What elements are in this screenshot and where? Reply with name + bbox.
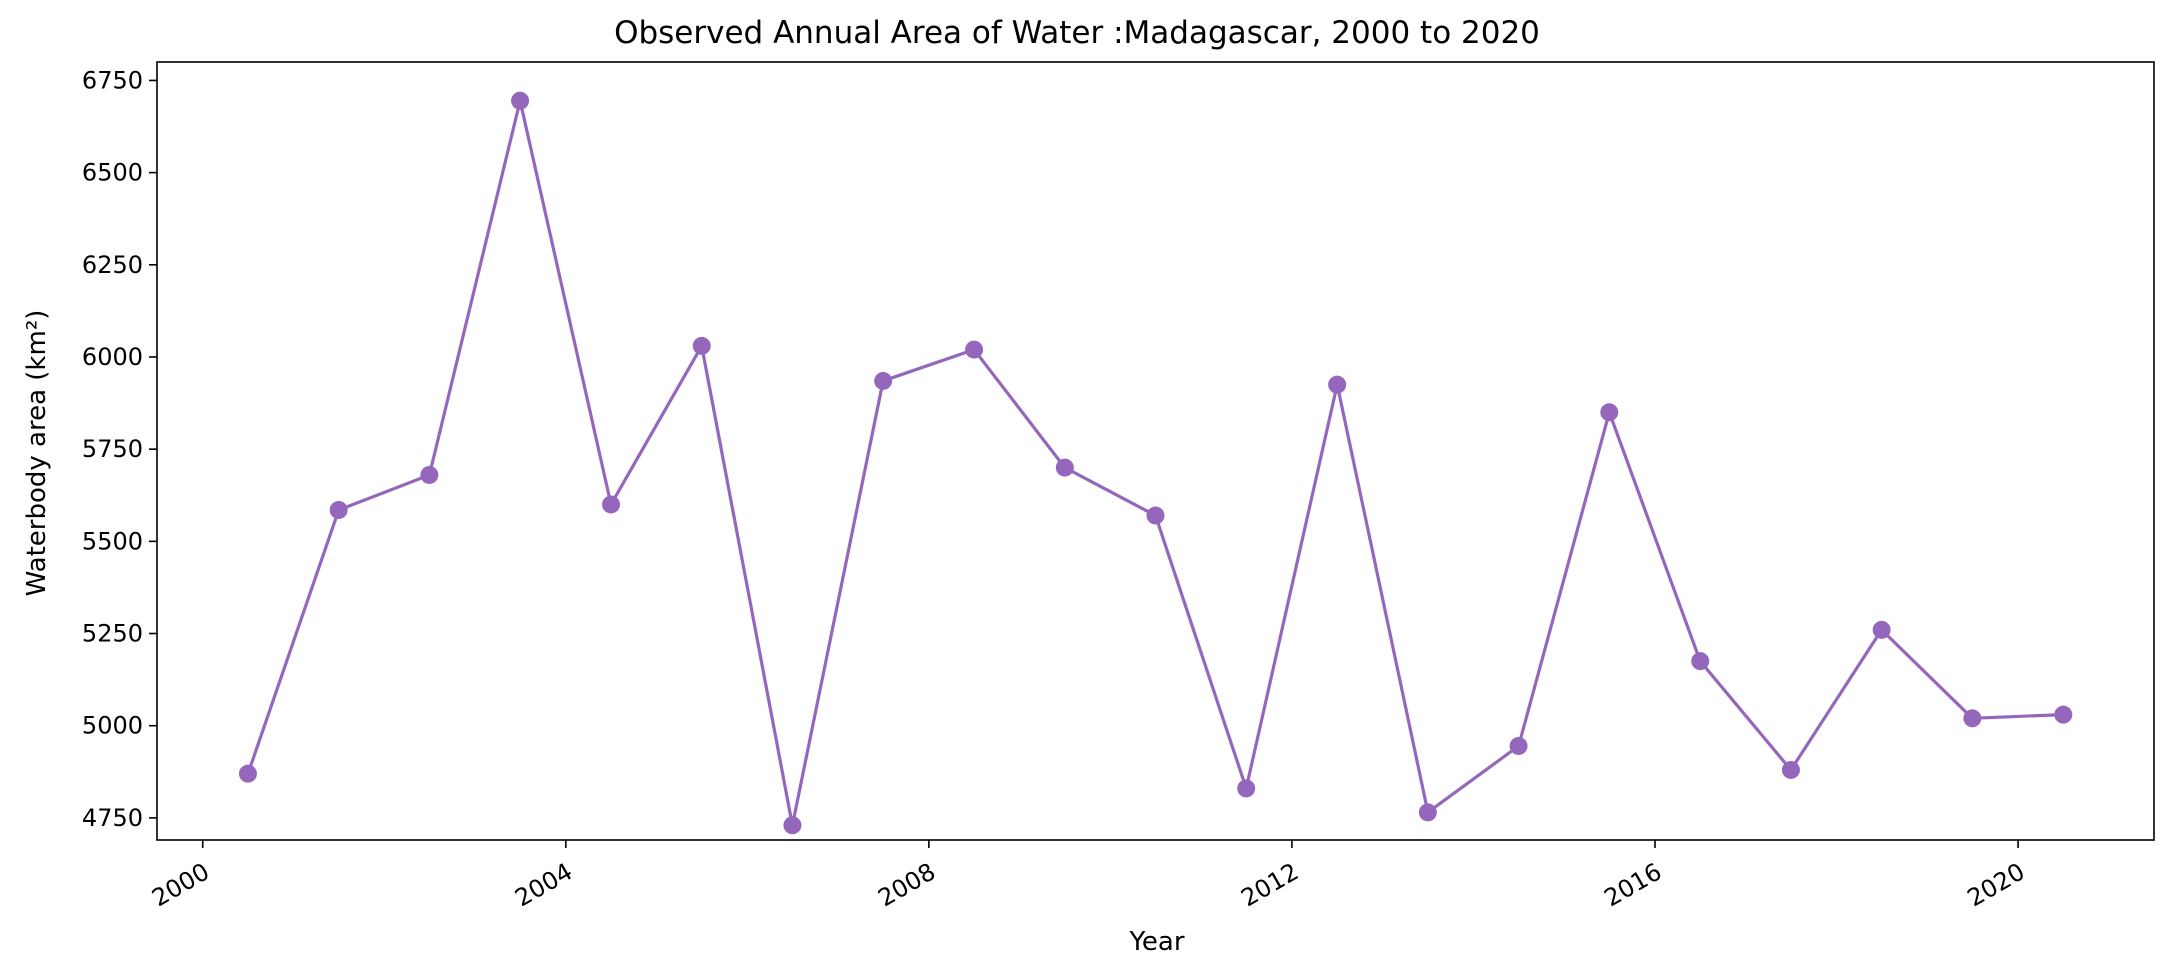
y-tick-label: 5250 xyxy=(82,620,143,648)
data-point xyxy=(1600,403,1619,422)
data-point xyxy=(1509,736,1528,755)
data-point xyxy=(1328,375,1347,394)
y-tick-label: 6250 xyxy=(82,251,143,279)
data-point xyxy=(965,340,984,359)
data-point xyxy=(602,495,621,514)
plot-frame xyxy=(156,61,2155,841)
y-tick-label: 4750 xyxy=(82,804,143,832)
y-tick-label: 5500 xyxy=(82,527,143,555)
x-axis-label: Year xyxy=(1128,927,1184,957)
data-point xyxy=(511,91,530,110)
data-point xyxy=(2054,705,2073,724)
data-point xyxy=(329,500,348,519)
data-point xyxy=(1418,803,1437,822)
data-point xyxy=(1237,779,1256,798)
y-tick-label: 6000 xyxy=(82,343,143,371)
data-point xyxy=(420,465,439,484)
data-point xyxy=(692,336,711,355)
data-point xyxy=(1872,620,1891,639)
data-point xyxy=(1963,709,1982,728)
y-tick-label: 5000 xyxy=(82,712,143,740)
y-tick-label: 6500 xyxy=(82,159,143,187)
y-tick-label: 5750 xyxy=(82,435,143,463)
data-point xyxy=(238,764,257,783)
chart-title: Observed Annual Area of Water :Madagasca… xyxy=(614,15,1540,51)
data-point xyxy=(1146,506,1165,525)
data-point xyxy=(874,371,893,390)
y-tick-label: 6750 xyxy=(82,66,143,94)
y-axis-label: Waterbody area (km²) xyxy=(22,310,52,597)
data-point xyxy=(1781,760,1800,779)
data-point xyxy=(1691,652,1710,671)
data-point xyxy=(783,816,802,835)
data-point xyxy=(1055,458,1074,477)
